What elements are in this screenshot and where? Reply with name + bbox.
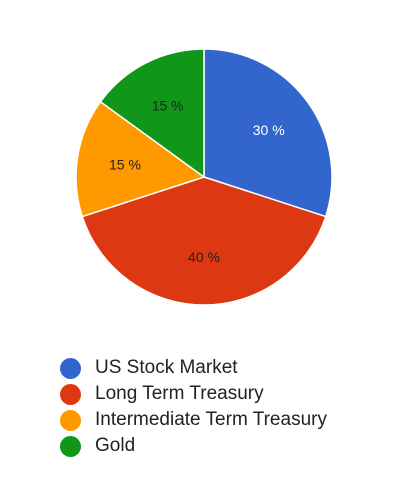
legend-item-intermediate-term-treasury[interactable]: Intermediate Term Treasury <box>60 407 327 433</box>
pie-slice-label-intermediate-term-treasury: 15 % <box>109 156 141 172</box>
legend-item-gold[interactable]: Gold <box>60 433 327 459</box>
legend-label: Long Term Treasury <box>95 383 264 404</box>
pie-slice-label-gold: 15 % <box>152 98 184 114</box>
legend-item-us-stock-market[interactable]: US Stock Market <box>60 355 327 381</box>
pie-slice-gold[interactable] <box>99 48 205 179</box>
legend-label: Gold <box>95 435 136 456</box>
chart-legend: US Stock Market Long Term Treasury Inter… <box>60 355 327 459</box>
legend-swatch-us-stock-market <box>60 357 81 379</box>
legend-label: US Stock Market <box>95 357 238 378</box>
pie-slice-label-us-stock-market: 30 % <box>253 122 285 138</box>
pie-slices <box>75 48 333 306</box>
legend-swatch-intermediate-term-treasury <box>60 409 81 431</box>
pie-slice-us-stock-market[interactable] <box>203 48 333 218</box>
pie-slice-label-long-term-treasury: 40 % <box>188 249 220 265</box>
pie-chart-plot: 30 % 40 % 15 % 15 % <box>75 48 333 306</box>
pie-slice-intermediate-term-treasury[interactable] <box>75 100 206 218</box>
legend-label: Intermediate Term Treasury <box>95 409 327 430</box>
legend-swatch-gold <box>60 435 81 457</box>
pie-slice-long-term-treasury[interactable] <box>81 176 327 306</box>
legend-item-long-term-treasury[interactable]: Long Term Treasury <box>60 381 327 407</box>
pie-slice-labels: 30 % 40 % 15 % 15 % <box>109 98 285 265</box>
legend-swatch-long-term-treasury <box>60 383 81 405</box>
